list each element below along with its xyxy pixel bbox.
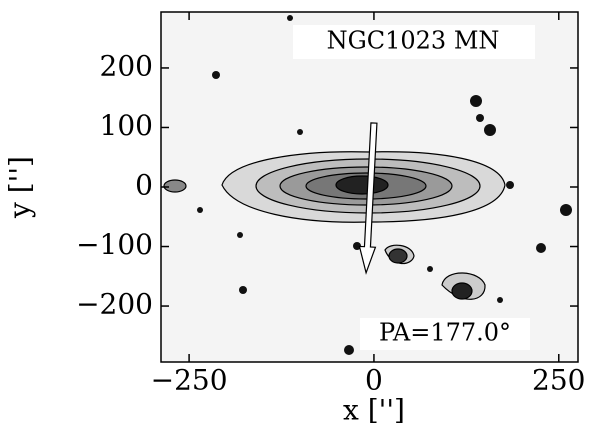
point-source xyxy=(484,124,496,136)
point-sources xyxy=(197,15,572,355)
point-source xyxy=(536,243,546,253)
chart-title: NGC1023 MN xyxy=(327,27,500,55)
y-tick-label: −100 xyxy=(76,228,153,261)
y-tick-label: 100 xyxy=(100,109,153,142)
pa-arrow-shape xyxy=(358,122,378,275)
pa-label: PA=177.0° xyxy=(379,319,511,347)
x-tick-label: 0 xyxy=(365,364,383,397)
title-box xyxy=(293,25,535,59)
y-tick-label: −200 xyxy=(76,288,153,321)
point-source xyxy=(470,95,482,107)
y-tick-label: 0 xyxy=(135,169,153,202)
point-source xyxy=(239,286,247,294)
point-source xyxy=(506,181,514,189)
x-tick-label: −250 xyxy=(151,364,228,397)
point-source xyxy=(287,15,293,21)
point-source xyxy=(427,266,433,272)
point-source xyxy=(297,129,303,135)
isophote xyxy=(388,248,408,264)
point-source xyxy=(497,297,503,303)
point-source xyxy=(560,204,572,216)
x-tick-label: 250 xyxy=(532,364,585,397)
isophote xyxy=(451,282,473,300)
pa-arrow xyxy=(358,122,378,275)
pa-box xyxy=(360,318,530,350)
point-source xyxy=(476,114,484,122)
y-tick-label: 200 xyxy=(100,49,153,82)
point-source xyxy=(353,242,361,250)
y-axis-label: y [''] xyxy=(4,156,37,219)
point-source xyxy=(344,345,354,355)
point-source xyxy=(237,232,243,238)
point-source xyxy=(197,207,203,213)
isophote xyxy=(163,179,187,193)
isophotes xyxy=(163,151,506,300)
isophote xyxy=(335,175,389,195)
x-axis-label: x [''] xyxy=(343,394,405,427)
point-source xyxy=(212,71,220,79)
